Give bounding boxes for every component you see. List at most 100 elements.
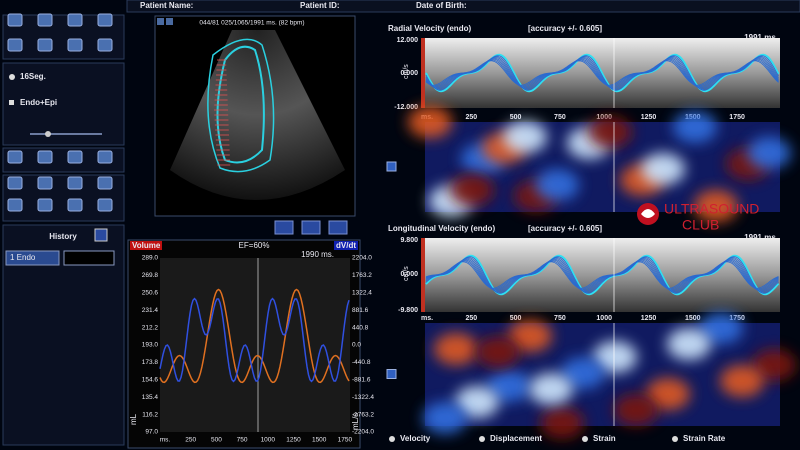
checkbox-endo-epi[interactable] xyxy=(9,100,14,105)
radial-title: Radial Velocity (endo) xyxy=(388,24,471,33)
tool-icon[interactable] xyxy=(7,198,23,212)
heatmap-blob xyxy=(593,341,637,373)
long-accuracy: [accuracy +/- 0.605] xyxy=(528,224,602,233)
mode-label[interactable]: Strain xyxy=(593,434,616,443)
logo-line1: ULTRASOUND xyxy=(664,201,759,217)
mode-label[interactable]: Velocity xyxy=(400,434,431,443)
rewind-button[interactable] xyxy=(301,220,321,235)
y-tick: -12.000 xyxy=(394,104,418,111)
heatmap-blob xyxy=(667,328,711,360)
forward-button[interactable] xyxy=(328,220,348,235)
velocity-trace xyxy=(425,53,780,93)
x-tick: 1500 xyxy=(685,315,701,322)
tool-icon[interactable] xyxy=(97,13,113,27)
layers-option[interactable]: Endo+Epi xyxy=(20,98,57,107)
view-button[interactable] xyxy=(157,18,164,25)
left-tick: 193.0 xyxy=(142,342,159,349)
heatmap-blob xyxy=(476,336,520,368)
right-tick: 1763.2 xyxy=(352,272,372,279)
logo-line2: CLUB xyxy=(682,217,719,233)
radial-accuracy: [accuracy +/- 0.605] xyxy=(528,24,602,33)
ef-label: EF=60% xyxy=(239,241,270,250)
tool-icon[interactable] xyxy=(97,176,113,190)
map-toggle[interactable] xyxy=(386,161,397,172)
x-tick: 1500 xyxy=(312,437,327,444)
y-tick: 0.000 xyxy=(400,70,418,77)
mode-radio[interactable] xyxy=(582,436,588,442)
heatmap-blob xyxy=(747,137,791,169)
volume-plot xyxy=(160,258,350,432)
x-tick: ms. xyxy=(160,437,171,444)
x-tick: ms. xyxy=(421,315,433,322)
left-tick: 135.4 xyxy=(142,394,159,401)
heatmap-blob xyxy=(694,190,738,222)
radio-16seg[interactable] xyxy=(9,74,15,80)
tool-icon[interactable] xyxy=(97,150,113,164)
history-item-label[interactable]: 1 Endo xyxy=(10,253,36,262)
color-scale xyxy=(421,238,425,312)
tool-icon[interactable] xyxy=(37,38,53,52)
dvdt-curve xyxy=(159,297,350,383)
tool-icon[interactable] xyxy=(37,150,53,164)
x-tick: 750 xyxy=(237,437,248,444)
tool-icon[interactable] xyxy=(37,13,53,27)
x-tick: 1250 xyxy=(286,437,301,444)
mode-radio[interactable] xyxy=(389,436,395,442)
heatmap-blob xyxy=(588,116,632,148)
right-tick: -2204.0 xyxy=(352,429,374,436)
y-tick: -9.800 xyxy=(398,307,418,314)
left-tick: 269.8 xyxy=(142,272,159,279)
heatmap-blob xyxy=(529,373,573,405)
tool-icon[interactable] xyxy=(7,38,23,52)
tool-icon[interactable] xyxy=(67,38,83,52)
heatmap-blob xyxy=(487,370,531,402)
heatmap-blob xyxy=(720,365,764,397)
view-button[interactable] xyxy=(166,18,173,25)
tool-icon[interactable] xyxy=(7,13,23,27)
x-tick: 1250 xyxy=(641,315,657,322)
tool-icon[interactable] xyxy=(7,150,23,164)
left-tick: 154.6 xyxy=(142,377,159,384)
velocity-trace xyxy=(425,55,779,91)
history-close[interactable] xyxy=(94,228,108,242)
tool-icon[interactable] xyxy=(67,13,83,27)
tool-icon[interactable] xyxy=(7,176,23,190)
mode-label[interactable]: Strain Rate xyxy=(683,434,726,443)
tool-icon[interactable] xyxy=(37,176,53,190)
tool-icon[interactable] xyxy=(67,198,83,212)
tool-icon[interactable] xyxy=(97,198,113,212)
history-empty[interactable] xyxy=(63,250,115,266)
tool-icon[interactable] xyxy=(67,176,83,190)
mode-radio[interactable] xyxy=(672,436,678,442)
heatmap-blob xyxy=(614,394,658,426)
right-tick: -881.6 xyxy=(352,377,371,384)
slider-thumb[interactable] xyxy=(45,131,51,137)
epi-contour xyxy=(207,38,275,173)
heatmap-blob xyxy=(673,111,717,143)
history-title: History xyxy=(49,232,77,241)
mode-label[interactable]: Displacement xyxy=(490,434,542,443)
volume-label: Volume xyxy=(132,241,161,250)
x-tick: 750 xyxy=(554,114,566,121)
velocity-trace xyxy=(425,256,779,294)
left-unit: mL xyxy=(129,413,138,425)
tool-icon[interactable] xyxy=(67,150,83,164)
x-tick: 250 xyxy=(465,114,477,121)
map-toggle[interactable] xyxy=(386,369,397,379)
mode-radio[interactable] xyxy=(479,436,485,442)
panel-box xyxy=(2,62,125,146)
x-tick: 1000 xyxy=(261,437,276,444)
right-tick: 0.0 xyxy=(352,342,361,349)
tool-icon[interactable] xyxy=(37,198,53,212)
patient-id: Patient ID: xyxy=(300,1,340,10)
heatmap-blob xyxy=(752,349,796,381)
left-tick: 212.2 xyxy=(142,324,159,331)
heatmap-blob xyxy=(408,106,452,138)
dvdt-label: dV/dt xyxy=(336,241,356,250)
play-button[interactable] xyxy=(274,220,294,235)
velocity-trace xyxy=(425,60,779,86)
tool-icon[interactable] xyxy=(97,38,113,52)
heatmap-blob xyxy=(535,169,579,201)
history-item[interactable] xyxy=(5,250,60,266)
segments-option[interactable]: 16Seg. xyxy=(20,72,46,81)
